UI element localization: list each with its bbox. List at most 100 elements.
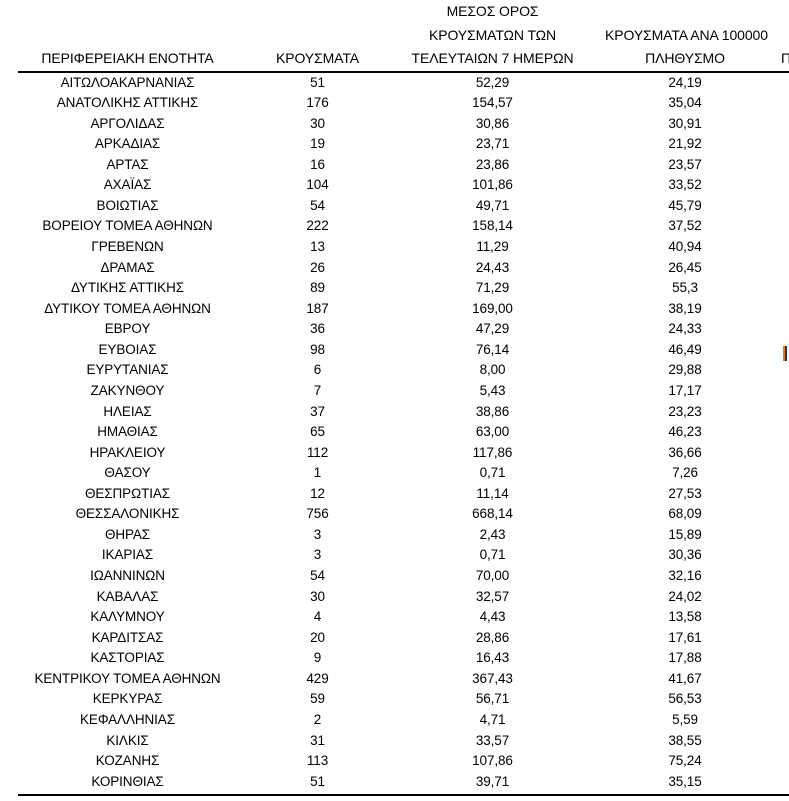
- next-column-cell: [765, 772, 789, 793]
- next-column-cell: [765, 278, 789, 299]
- region-cell: ΓΡΕΒΕΝΩΝ: [91, 239, 164, 254]
- avg7-cell: 11,14: [476, 485, 509, 501]
- per100k-cell: 24,02: [668, 588, 702, 604]
- table-row: ΘΕΣΠΡΩΤΙΑΣ 12 11,14 27,53: [0, 484, 789, 505]
- next-column-cell: [765, 443, 789, 464]
- cases-cell: 113: [306, 753, 329, 769]
- next-column-cell: [765, 93, 789, 114]
- table-row: ΚΕΝΤΡΙΚΟΥ ΤΟΜΕΑ ΑΘΗΝΩΝ 429 367,43 41,67: [0, 669, 789, 690]
- region-cell: ΚΑΛΥΜΝΟΥ: [90, 609, 165, 625]
- table-row: ΑΝΑΤΟΛΙΚΗΣ ΑΤΤΙΚΗΣ 176 154,57 35,04: [0, 93, 789, 114]
- region-cell: ΘΕΣΣΑΛΟΝΙΚΗΣ: [75, 506, 180, 522]
- per100k-cell: 23,57: [668, 156, 702, 172]
- col-header-cases: ΚΡΟΥΣΜΑΤΑ: [255, 0, 380, 73]
- per100k-cell: 32,16: [668, 568, 702, 583]
- region-cell: ΚΑΣΤΟΡΙΑΣ: [90, 650, 165, 666]
- col-header-region: ΠΕΡΙΦΕΡΕΙΑΚΗ ΕΝΟΤΗΤΑ: [0, 0, 255, 73]
- per100k-cell: 46,49: [668, 341, 702, 357]
- next-column-cell: [765, 566, 789, 587]
- col-header-region-label: ΠΕΡΙΦΕΡΕΙΑΚΗ ΕΝΟΤΗΤΑ: [41, 50, 214, 66]
- region-cell: ΔΥΤΙΚΗΣ ΑΤΤΙΚΗΣ: [71, 280, 184, 296]
- col-header-cases-label: ΚΡΟΥΣΜΑΤΑ: [275, 50, 360, 66]
- avg7-cell: 28,86: [475, 629, 510, 645]
- table-row: ΚΑΡΔΙΤΣΑΣ 20 28,86 17,61: [0, 628, 789, 649]
- avg7-cell: 38,86: [475, 403, 510, 419]
- per100k-cell: 35,15: [668, 773, 702, 789]
- avg7-cell: 0,71: [479, 465, 506, 481]
- col-header-next-partial: Π: [765, 0, 789, 73]
- table-row: ΕΒΡΟΥ 36 47,29 24,33: [0, 319, 789, 340]
- table-row: ΔΥΤΙΚΟΥ ΤΟΜΕΑ ΑΘΗΝΩΝ 187 169,00 38,19: [0, 299, 789, 320]
- table-row: ΚΟΡΙΝΘΙΑΣ 51 39,71 35,15: [0, 772, 789, 793]
- next-column-cell: [765, 710, 789, 731]
- per100k-cell: 21,92: [668, 136, 702, 152]
- region-cell: ΒΟΡΕΙΟΥ ΤΟΜΕΑ ΑΘΗΝΩΝ: [42, 218, 213, 234]
- cutoff-graphic-sliver-navy: [785, 346, 787, 361]
- next-column-cell: [765, 402, 789, 423]
- table-row: ΙΚΑΡΙΑΣ 3 0,71 30,36: [0, 545, 789, 566]
- per100k-cell: 45,79: [668, 197, 702, 213]
- per100k-cell: 27,53: [668, 485, 702, 501]
- table-row: ΘΕΣΣΑΛΟΝΙΚΗΣ 756 668,14 68,09: [0, 504, 789, 525]
- next-column-cell: [765, 134, 789, 155]
- next-column-cell: [765, 648, 789, 669]
- per100k-cell: 29,88: [668, 362, 702, 378]
- region-cell: ΕΒΡΟΥ: [104, 321, 151, 337]
- region-cell: ΕΥΡΥΤΑΝΙΑΣ: [86, 362, 169, 378]
- next-column-cell: [765, 237, 789, 258]
- avg7-cell: 56,71: [475, 691, 510, 707]
- per100k-cell: 5,59: [672, 711, 698, 727]
- region-cell: ΚΙΛΚΙΣ: [106, 732, 149, 748]
- region-cell: ΑΡΚΑΔΙΑΣ: [94, 136, 161, 152]
- avg7-cell: 117,86: [472, 444, 513, 460]
- next-column-cell: [765, 299, 789, 320]
- avg7-cell: 367,43: [472, 670, 513, 686]
- region-cell: ΔΡΑΜΑΣ: [100, 259, 155, 275]
- region-cell: ΑΝΑΤΟΛΙΚΗΣ ΑΤΤΙΚΗΣ: [56, 95, 199, 111]
- avg7-cell: 107,86: [472, 753, 513, 769]
- per100k-cell: 17,17: [668, 382, 702, 398]
- cutoff-graphic-sliver: [783, 346, 787, 361]
- cases-cell: 2: [313, 711, 322, 727]
- per100k-cell: 33,52: [668, 177, 702, 193]
- per100k-cell: 38,19: [668, 300, 702, 316]
- cases-cell: 36: [310, 321, 325, 337]
- next-column-cell: [765, 525, 789, 546]
- table-row: ΙΩΑΝΝΙΝΩΝ 54 70,00 32,16: [0, 566, 789, 587]
- cases-cell: 98: [310, 341, 325, 357]
- next-column-cell: [765, 504, 789, 525]
- per100k-cell: 24,33: [668, 321, 702, 337]
- next-column-cell: [765, 545, 789, 566]
- cases-cell: 65: [310, 424, 325, 440]
- table-row: ΑΧΑΪΑΣ 104 101,86 33,52: [0, 175, 789, 196]
- avg7-cell: 169,00: [472, 300, 513, 316]
- avg7-cell: 16,43: [475, 650, 510, 666]
- table-row: ΔΡΑΜΑΣ 26 24,43 26,45: [0, 258, 789, 279]
- avg7-cell: 158,14: [472, 218, 513, 234]
- per100k-cell: 68,09: [668, 506, 702, 522]
- avg7-cell: 30,86: [475, 115, 510, 131]
- cases-cell: 26: [310, 259, 325, 275]
- cases-cell: 112: [306, 444, 329, 460]
- table-row: ΔΥΤΙΚΗΣ ΑΤΤΙΚΗΣ 89 71,29 55,3: [0, 278, 789, 299]
- per100k-cell: 13,58: [668, 609, 702, 625]
- cases-cell: 51: [310, 773, 325, 789]
- next-column-cell: [765, 463, 789, 484]
- avg7-cell: 0,71: [479, 547, 506, 563]
- avg7-cell: 11,29: [476, 239, 509, 254]
- per100k-cell: 40,94: [668, 239, 702, 254]
- avg7-cell: 47,29: [475, 321, 510, 337]
- cutoff-graphic-sliver-orange: [783, 346, 785, 361]
- table-row: ΘΑΣΟΥ 1 0,71 7,26: [0, 463, 789, 484]
- next-column-cell: [765, 422, 789, 443]
- region-cell: ΚΟΡΙΝΘΙΑΣ: [91, 773, 164, 789]
- col-header-7day-average-line2: ΚΡΟΥΣΜΑΤΩΝ ΤΩΝ: [428, 26, 557, 43]
- table-row: ΘΗΡΑΣ 3 2,43 15,89: [0, 525, 789, 546]
- next-column-cell: [765, 669, 789, 690]
- table-row: ΚΑΣΤΟΡΙΑΣ 9 16,43 17,88: [0, 648, 789, 669]
- per100k-cell: 35,04: [668, 95, 702, 111]
- table-row: ΑΡΚΑΔΙΑΣ 19 23,71 21,92: [0, 134, 789, 155]
- cases-cell: 1: [313, 465, 322, 481]
